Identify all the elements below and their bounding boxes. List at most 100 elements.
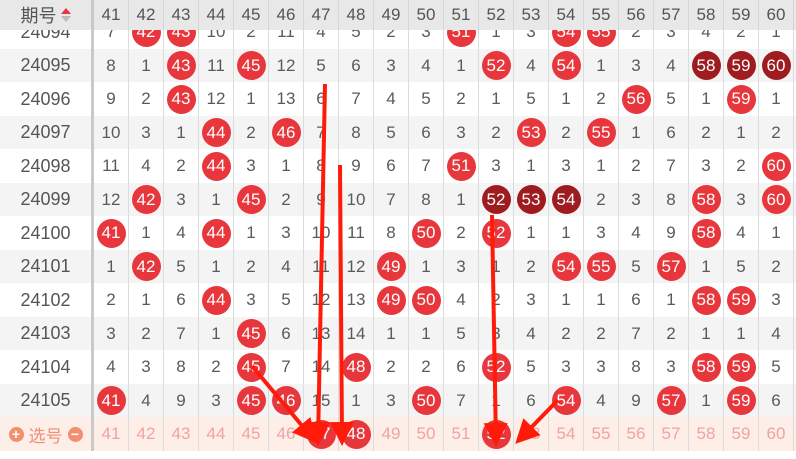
table-cell: 55 [584,115,619,150]
table-cell: 1 [94,249,129,284]
column-header-57: 57 [654,0,689,30]
table-cell: 3 [129,115,164,150]
selected-number-ball[interactable]: 47 [306,419,336,449]
select-number-43[interactable]: 43 [164,417,199,451]
select-number-60[interactable]: 60 [759,417,794,451]
select-number-48[interactable]: 48 [339,417,374,451]
column-divider [91,82,94,116]
period-header[interactable]: 期号 [0,0,91,30]
selected-number-ball[interactable]: 48 [341,419,371,449]
hot-number-ball: 60 [761,51,791,80]
hit-number-ball: 58 [691,185,721,214]
table-cell: 1 [339,383,374,418]
table-cell: 54 [549,48,584,83]
select-number-58[interactable]: 58 [689,417,724,451]
period-cell: 24099 [20,189,71,209]
select-number-47[interactable]: 47 [304,417,339,451]
table-cell: 2 [619,15,654,49]
select-number-56[interactable]: 56 [619,417,654,451]
table-cell: 12 [94,182,129,217]
table-cell: 3 [759,283,794,317]
select-number-41[interactable]: 41 [94,417,129,451]
table-cell: 4 [94,350,129,384]
table-cell: 1 [199,316,234,351]
table-cell: 1 [689,316,724,351]
table-cell: 4 [514,316,549,351]
table-cell: 1 [724,115,759,150]
minus-icon[interactable]: − [67,426,83,442]
table-cell: 43 [164,82,199,116]
table-cell: 2 [724,15,759,49]
table-row: 24104 4 3 8 2 45 7 14 48 2 2 6 52 5 3 3 8 3 58 59 5 [0,350,796,384]
sort-icon[interactable] [60,8,71,22]
select-number-44[interactable]: 44 [199,417,234,451]
column-header-47: 47 [304,0,339,30]
table-cell: 13 [269,82,304,116]
table-cell: 59 [724,283,759,317]
selected-number-ball[interactable]: 52 [481,419,511,449]
hit-number-ball: 45 [236,51,266,80]
table-cell: 9 [654,216,689,250]
column-header-56: 56 [619,0,654,30]
column-header-42: 42 [129,0,164,30]
select-controls: + 选号 − [0,417,91,451]
column-divider [91,216,94,250]
table-cell: 2 [234,15,269,49]
table-cell: 5 [759,350,794,384]
select-number-45[interactable]: 45 [234,417,269,451]
select-number-52[interactable]: 52 [479,417,514,451]
table-cell: 3 [654,350,689,384]
select-number-57[interactable]: 57 [654,417,689,451]
column-divider [91,0,94,30]
table-cell: 3 [514,15,549,49]
table-cell: 7 [619,316,654,351]
table-cell: 3 [94,316,129,351]
table-cell: 3 [584,350,619,384]
table-cell: 46 [269,383,304,418]
table-cell: 6 [269,316,304,351]
plus-icon[interactable]: + [8,426,24,442]
table-cell: 1 [759,216,794,250]
table-cell: 8 [164,350,199,384]
table-cell: 43 [164,48,199,83]
hit-number-ball: 45 [236,386,266,415]
hit-number-ball: 50 [411,386,441,415]
hit-number-ball: 58 [691,352,721,382]
hit-number-ball: 42 [131,185,161,214]
column-divider [91,149,94,183]
table-cell: 2 [199,350,234,384]
table-cell: 2 [549,115,584,150]
table-cell: 48 [339,350,374,384]
hit-number-ball: 59 [726,84,756,114]
table-cell: 1 [619,115,654,150]
table-cell: 2 [129,316,164,351]
table-cell: 1 [409,316,444,351]
table-cell: 4 [409,48,444,83]
hit-number-ball: 54 [551,51,581,80]
column-divider [91,383,94,418]
select-number-46[interactable]: 46 [269,417,304,451]
select-number-59[interactable]: 59 [724,417,759,451]
table-cell: 9 [304,182,339,217]
select-number-50[interactable]: 50 [409,417,444,451]
table-header: 期号 41 42 43 44 45 46 47 48 49 50 51 52 53 54 55 56 57 58 5… [0,0,796,30]
hot-number-ball: 58 [691,51,721,80]
select-number-55[interactable]: 55 [584,417,619,451]
table-cell: 2 [619,149,654,183]
select-number-49[interactable]: 49 [374,417,409,451]
select-number-53[interactable]: 53 [514,417,549,451]
table-cell: 3 [234,283,269,317]
hit-number-ball: 52 [481,51,511,80]
table-row: 24102 2 1 6 44 3 5 12 13 49 50 4 2 3 1 1 6 1 58 59 3 [0,283,796,317]
table-row: 24105 41 4 9 3 45 46 15 1 3 50 7 1 6 54 4 9 57 1 59 6 [0,383,796,418]
period-cell: 24095 [20,55,71,75]
table-cell: 2 [724,149,759,183]
table-cell: 3 [269,216,304,250]
select-number-51[interactable]: 51 [444,417,479,451]
select-number-54[interactable]: 54 [549,417,584,451]
select-row: + 选号 − 41 42 43 44 45 46 47 48 49 50 51 52 53 54 55 56 5… [0,417,796,451]
select-number-42[interactable]: 42 [129,417,164,451]
table-cell: 6 [304,82,339,116]
table-row: 24098 11 4 2 44 3 1 8 9 6 7 51 3 1 3 1 2 7 3 2 60 [0,149,796,183]
table-cell: 11 [199,48,234,83]
